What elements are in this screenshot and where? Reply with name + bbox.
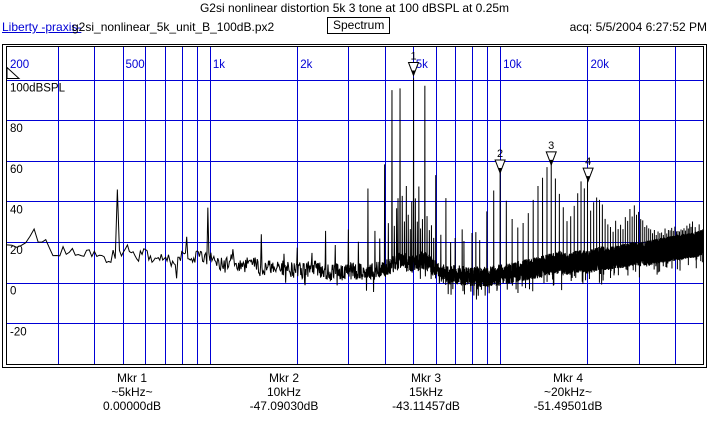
svg-text:80: 80: [10, 123, 23, 135]
svg-text:4: 4: [585, 156, 591, 168]
marker-value: 0.00000dB: [102, 399, 162, 413]
svg-text:1k: 1k: [213, 59, 225, 71]
marker-readout-4: Mkr 4 ~20kHz~ -51.49501dB: [493, 371, 643, 413]
y-axis-labels: 100dBSPL 80 60 40 20 0 -20: [10, 83, 66, 339]
marker-name: Mkr 3: [411, 371, 441, 385]
svg-text:10k: 10k: [503, 59, 522, 71]
acquisition-timestamp: acq: 5/5/2004 6:27:52 PM: [569, 20, 707, 34]
marker-name: Mkr 2: [269, 371, 299, 385]
svg-text:200: 200: [10, 59, 29, 71]
spectrum-trace: [7, 77, 703, 300]
svg-text:0: 0: [10, 286, 16, 298]
view-mode-button[interactable]: Spectrum: [327, 17, 391, 34]
marker-readout-1: Mkr 1 ~5kHz~ 0.00000dB: [57, 371, 207, 413]
svg-text:20: 20: [10, 245, 23, 257]
marker-freq: ~20kHz~: [543, 385, 593, 399]
marker-freq: 15kHz: [408, 385, 443, 399]
marker-freq: 10kHz: [266, 385, 301, 399]
svg-text:-20: -20: [10, 326, 27, 338]
marker-2-handle[interactable]: 2: [494, 148, 506, 175]
svg-text:1: 1: [410, 50, 416, 62]
svg-text:2k: 2k: [300, 59, 312, 71]
svg-text:60: 60: [10, 164, 23, 176]
app-name[interactable]: Liberty -praxis-: [2, 20, 82, 34]
svg-text:40: 40: [10, 204, 23, 216]
marker-name: Mkr 4: [553, 371, 583, 385]
marker-name: Mkr 1: [117, 371, 147, 385]
marker-value: -51.49501dB: [533, 399, 603, 413]
file-name: g2si_nonlinear_5k_unit_B_100dB.px2: [72, 20, 275, 34]
svg-text:20k: 20k: [590, 59, 609, 71]
svg-text:100dBSPL: 100dBSPL: [10, 83, 66, 95]
marker-value: -47.09030dB: [249, 399, 319, 413]
corner-indicator-icon: [6, 66, 21, 80]
marker-readout-3: Mkr 3 15kHz -43.11457dB: [351, 371, 501, 413]
grid-lines: [7, 47, 703, 364]
marker-1-handle[interactable]: 1: [407, 50, 420, 77]
x-axis-labels: 200 500 1k 2k 5k 10k 20k: [10, 59, 609, 71]
svg-text:2: 2: [497, 148, 503, 160]
marker-3-handle[interactable]: 3: [545, 140, 557, 167]
measurement-title: G2si nonlinear distortion 5k 3 tone at 1…: [199, 1, 510, 15]
marker-4-handle[interactable]: 4: [582, 156, 594, 183]
plot-border: [2, 44, 707, 368]
marker-readout-2: Mkr 2 10kHz -47.09030dB: [209, 371, 359, 413]
marker-freq: ~5kHz~: [111, 385, 153, 399]
svg-text:3: 3: [548, 140, 554, 152]
marker-value: -43.11457dB: [392, 399, 460, 413]
svg-text:500: 500: [126, 59, 145, 71]
